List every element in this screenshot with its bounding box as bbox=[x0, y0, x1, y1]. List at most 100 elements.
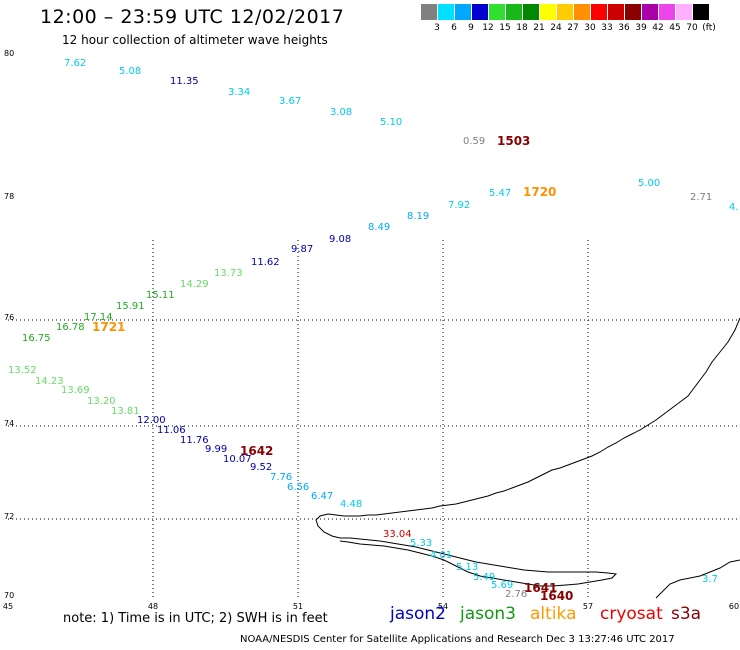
wave-height-value: 16.75 bbox=[22, 333, 51, 344]
wave-height-value: 14.29 bbox=[180, 279, 209, 290]
wave-height-value: 8.19 bbox=[407, 211, 429, 222]
wave-height-value: 13.20 bbox=[87, 396, 116, 407]
pass-time: 1642 bbox=[240, 444, 273, 458]
wave-height-value: 13.69 bbox=[61, 385, 90, 396]
legend-label: 45 bbox=[669, 23, 681, 33]
wave-height-value: 9.52 bbox=[250, 462, 272, 473]
wave-height-value: 13.73 bbox=[214, 268, 243, 279]
wave-height-value: 5.08 bbox=[119, 66, 141, 77]
satellite-altika: altika bbox=[530, 604, 577, 624]
legend-label: 39 bbox=[635, 23, 647, 33]
wave-height-value: 3.34 bbox=[228, 87, 250, 98]
page-subtitle: 12 hour collection of altimeter wave hei… bbox=[62, 33, 328, 47]
legend-label: 12 bbox=[482, 23, 494, 33]
satellite-jason2: jason2 bbox=[390, 604, 446, 624]
lon-label: 51 bbox=[293, 602, 303, 611]
wave-height-value: 6.56 bbox=[287, 482, 309, 493]
lat-lon-grid bbox=[8, 240, 740, 598]
legend-swatch bbox=[642, 4, 658, 20]
pass-time: 1641 bbox=[524, 581, 557, 595]
page-title: 12:00 – 23:59 UTC 12/02/2017 bbox=[40, 6, 345, 28]
wave-height-value: 11.62 bbox=[251, 257, 280, 268]
footer-credit: NOAA/NESDIS Center for Satellite Applica… bbox=[240, 634, 675, 645]
wave-height-value: 9.87 bbox=[291, 244, 313, 255]
legend-swatch bbox=[455, 4, 471, 20]
legend-swatch bbox=[625, 4, 641, 20]
wave-height-value: 2.76 bbox=[505, 589, 527, 600]
wave-height-value: 5.13 bbox=[456, 562, 478, 573]
satellite-jason3: jason3 bbox=[460, 604, 516, 624]
wave-height-value: 4.01 bbox=[430, 550, 452, 561]
legend-swatch bbox=[693, 4, 709, 20]
wave-height-value: 15.11 bbox=[146, 290, 175, 301]
legend-label: 70 bbox=[686, 23, 698, 33]
legend-swatch bbox=[574, 4, 590, 20]
legend-swatch bbox=[506, 4, 522, 20]
wave-height-value: 15.91 bbox=[116, 301, 145, 312]
pass-time: 1640 bbox=[540, 589, 573, 603]
wave-height-value: 16.78 bbox=[56, 322, 85, 333]
wave-height-value: 17.14 bbox=[84, 312, 113, 323]
wave-height-value: 5.10 bbox=[380, 117, 402, 128]
wave-height-value: 2.71 bbox=[690, 192, 712, 203]
legend-label: 27 bbox=[567, 23, 579, 33]
observation-values: 7.62 5.08 11.35 3.34 3.67 3.08 5.10 0.59 5.00 2.7… bbox=[8, 58, 739, 600]
legend-label: 18 bbox=[516, 23, 528, 33]
pass-time: 1720 bbox=[523, 185, 556, 199]
wave-height-value: 5.69 bbox=[491, 580, 513, 591]
wave-height-value: 11.76 bbox=[180, 435, 209, 446]
wave-height-value: 5.47 bbox=[489, 188, 511, 199]
legend-label: 21 bbox=[533, 23, 545, 33]
map-note: note: 1) Time is in UTC; 2) SWH is in fe… bbox=[63, 611, 328, 626]
lat-label: 72 bbox=[4, 512, 14, 521]
wave-height-value: 13.81 bbox=[111, 406, 140, 417]
legend-swatch bbox=[438, 4, 454, 20]
lat-label: 80 bbox=[4, 49, 14, 58]
legend-label: 33 bbox=[601, 23, 613, 33]
legend-label: 24 bbox=[550, 23, 562, 33]
wave-height-value: 13.52 bbox=[8, 365, 37, 376]
wave-height-value: 8.49 bbox=[368, 222, 390, 233]
satellite-s3a: s3a bbox=[671, 604, 702, 624]
coastline bbox=[315, 317, 740, 599]
legend-swatch bbox=[608, 4, 624, 20]
lon-label: 60 bbox=[729, 602, 739, 611]
legend-swatch bbox=[659, 4, 675, 20]
lat-label: 76 bbox=[4, 313, 14, 322]
lat-label: 70 bbox=[4, 591, 14, 600]
satellite-cryosat: cryosat bbox=[600, 604, 663, 624]
lon-label: 48 bbox=[148, 602, 158, 611]
wave-height-value: 14.23 bbox=[35, 376, 64, 387]
legend-label: 6 bbox=[451, 23, 457, 33]
wave-height-value: 7.62 bbox=[64, 58, 86, 69]
wave-height-value: 7.92 bbox=[448, 200, 470, 211]
wave-height-value: 10.07 bbox=[223, 454, 252, 465]
wave-height-value: 9.99 bbox=[205, 444, 227, 455]
wave-height-value: 0.59 bbox=[463, 136, 485, 147]
wave-height-value: 5.00 bbox=[638, 178, 660, 189]
lat-label: 78 bbox=[4, 192, 14, 201]
legend-label: 3 bbox=[434, 23, 440, 33]
legend-unit: (ft) bbox=[702, 23, 716, 33]
pass-time: 1721 bbox=[92, 320, 125, 334]
wave-height-value: 5.33 bbox=[410, 538, 432, 549]
legend-swatch bbox=[472, 4, 488, 20]
legend-swatch bbox=[591, 4, 607, 20]
legend-swatch bbox=[523, 4, 539, 20]
wave-height-value: 9.08 bbox=[329, 234, 351, 245]
lon-label: 57 bbox=[583, 602, 593, 611]
legend-label: 42 bbox=[652, 23, 664, 33]
lon-label: 45 bbox=[3, 602, 13, 611]
legend-label: 9 bbox=[468, 23, 474, 33]
wave-height-value: 3.7 bbox=[702, 574, 718, 585]
wave-height-value: 5.49 bbox=[473, 572, 495, 583]
legend-swatch bbox=[489, 4, 505, 20]
wave-height-value: 3.08 bbox=[330, 107, 352, 118]
wave-height-value: 11.35 bbox=[170, 76, 199, 87]
wave-height-value: 6.47 bbox=[311, 491, 333, 502]
wave-height-value: 3.67 bbox=[279, 96, 301, 107]
axis-labels: 80 78 76 74 72 70 45 48 51 54 57 60 bbox=[3, 49, 739, 611]
wave-height-value: 7.76 bbox=[270, 472, 292, 483]
